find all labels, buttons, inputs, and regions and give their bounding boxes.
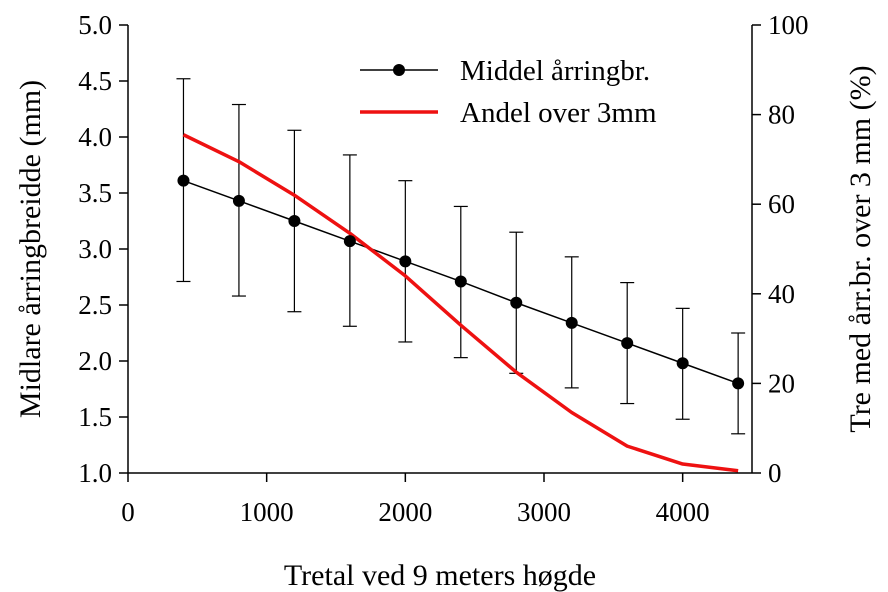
axes: 0 1000 2000 3000 40001.01.52.02.53.03.54.04.… (14, 10, 877, 592)
data-point (565, 316, 578, 329)
x-axis-label: Tretal ved 9 meters høgde (284, 559, 596, 592)
y-right-tick-label: 100 (768, 10, 809, 40)
data-point (232, 194, 245, 207)
y-left-tick-label: 3.0 (78, 234, 112, 264)
data-point (454, 275, 467, 288)
y-right-tick-label: 0 (768, 458, 782, 488)
plot-area (176, 78, 746, 473)
legend: Middel årringbr. Andel over 3mm (360, 55, 657, 129)
x-tick-label: 1000 (240, 497, 294, 527)
series-line-andel-over-3mm (182, 133, 739, 473)
data-point (343, 235, 356, 248)
x-tick-label: 3000 (517, 497, 571, 527)
y-left-tick-label: 1.5 (78, 402, 112, 432)
data-point (510, 296, 523, 309)
y-left-tick-label: 3.5 (78, 178, 112, 208)
x-tick-label: 0 (121, 497, 135, 527)
legend-marker-middel-arringbr (393, 64, 405, 76)
y-left-tick-label: 2.5 (78, 290, 112, 320)
data-point (399, 255, 412, 268)
y-left-tick-label: 5.0 (78, 10, 112, 40)
data-point (676, 357, 689, 370)
y-axis-left-label: Midlare årringbreidde (mm) (14, 80, 47, 418)
x-tick-label: 4000 (656, 497, 710, 527)
x-tick-label: 2000 (378, 497, 432, 527)
legend-label-andel-over-3mm: Andel over 3mm (460, 97, 657, 129)
data-point (732, 377, 745, 390)
y-left-tick-label: 4.0 (78, 122, 112, 152)
y-right-tick-label: 20 (768, 368, 795, 398)
y-left-tick-label: 1.0 (78, 458, 112, 488)
legend-label-middel-arringbr: Middel årringbr. (460, 55, 650, 87)
data-point (288, 215, 301, 227)
y-left-tick-label: 2.0 (78, 346, 112, 376)
y-right-tick-label: 60 (768, 189, 795, 219)
y-right-tick-label: 80 (768, 100, 795, 130)
y-left-tick-label: 4.5 (78, 66, 112, 96)
y-axis-right-label: Tre med årr.br. over 3 mm (%) (844, 65, 877, 432)
data-point (177, 174, 190, 187)
data-point (621, 337, 634, 350)
y-right-tick-label: 40 (768, 279, 795, 309)
